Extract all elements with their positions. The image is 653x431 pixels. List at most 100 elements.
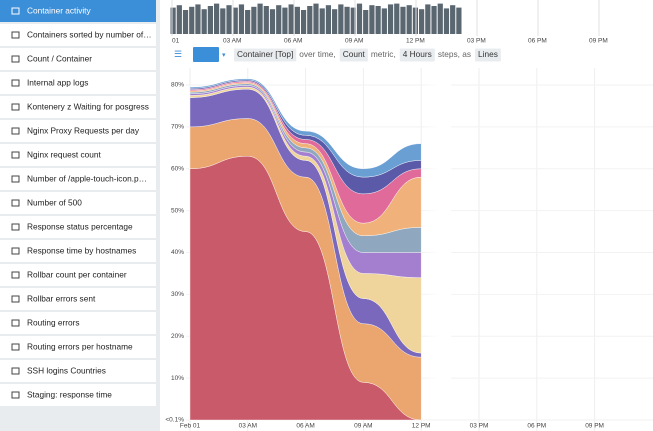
sidebar-item[interactable]: [0, 264, 156, 286]
query-text: metric,: [371, 49, 396, 59]
chip-bg: [339, 48, 368, 62]
item-icon: [11, 295, 20, 303]
activity-bar: [400, 6, 406, 35]
activity-x-label: 06 PM: [528, 38, 547, 45]
sidebar-item[interactable]: [0, 216, 156, 238]
sidebar-item[interactable]: [0, 96, 156, 118]
item-label: Nginx Proxy Requests per day: [27, 126, 140, 136]
activity-bar: [263, 6, 269, 34]
activity-bar: [350, 7, 356, 34]
item-icon: [11, 247, 20, 255]
query-chip[interactable]: 4 Hours: [403, 49, 432, 59]
item-label: Containers sorted by number of…: [27, 30, 152, 40]
x-tick-label: 03 PM: [470, 423, 489, 430]
activity-bar: [325, 5, 332, 34]
x-tick-label: 03 AM: [239, 423, 257, 430]
query-chip[interactable]: Container [Top]: [237, 49, 293, 59]
query-chip[interactable]: Count: [343, 49, 366, 59]
activity-bar: [319, 8, 325, 34]
sidebar-item[interactable]: [0, 336, 156, 358]
activity-bar: [375, 6, 381, 34]
item-label: Response time by hostnames: [27, 246, 136, 256]
sidebar-item[interactable]: [0, 0, 156, 22]
y-tick-label: 40%: [171, 249, 184, 256]
activity-bar: [412, 7, 419, 34]
chip-bg: [399, 48, 435, 62]
item-icon: [11, 175, 20, 183]
y-tick-label: 70%: [171, 124, 184, 131]
activity-x-label: 09 AM: [345, 38, 363, 45]
sidebar-item[interactable]: [0, 312, 156, 334]
activity-x-label: 03 PM: [467, 38, 486, 45]
activity-bar: [276, 5, 282, 34]
sidebar-item[interactable]: [0, 120, 156, 142]
item-label: SSH logins Countries: [27, 366, 106, 376]
activity-bar: [406, 5, 412, 34]
query-text: steps, as: [438, 49, 471, 59]
list-button[interactable]: [172, 48, 185, 60]
sidebar-item[interactable]: [0, 240, 156, 262]
y-tick-label: 10%: [171, 375, 184, 382]
sidebar-item[interactable]: [0, 288, 156, 310]
y-tick-label: 50%: [171, 207, 184, 214]
item-label: Routing errors: [27, 318, 80, 328]
activity-x-label: 09 PM: [589, 38, 608, 45]
activity-bar: [213, 3, 220, 34]
activity-bar: [425, 4, 431, 35]
caret: ▾: [222, 52, 226, 59]
activity-bar: [344, 6, 350, 35]
activity-x-label: 12 PM: [406, 38, 425, 45]
item-icon: [11, 367, 20, 375]
activity-bar: [450, 5, 456, 34]
sidebar-item[interactable]: [0, 72, 156, 94]
sidebar-item[interactable]: [0, 24, 156, 46]
x-tick-label: 09 AM: [354, 423, 372, 430]
activity-bar: [288, 4, 294, 35]
sidebar-item[interactable]: [0, 360, 156, 382]
activity-bar: [381, 8, 387, 34]
y-tick-label: <0.1%: [165, 417, 184, 424]
y-tick-label: 30%: [171, 291, 184, 298]
activity-bar: [251, 6, 257, 35]
activity-bar: [294, 6, 300, 35]
activity-x-label: 01: [172, 38, 180, 45]
sidebar-item[interactable]: [0, 48, 156, 70]
activity-bar: [419, 9, 425, 34]
chip-bg: [234, 48, 297, 62]
activity-bar: [226, 5, 232, 34]
chart-type-button[interactable]: [193, 47, 219, 62]
sidebar-item[interactable]: [0, 144, 156, 166]
y-tick-label: 80%: [171, 82, 184, 89]
activity-bar: [332, 9, 338, 34]
sidebar-item[interactable]: [0, 384, 156, 406]
item-icon: [11, 223, 20, 231]
sidebar-item[interactable]: [0, 192, 156, 214]
activity-bar: [387, 4, 394, 35]
item-label: Count / Container: [27, 54, 92, 64]
item-label: Routing errors per hostname: [27, 342, 133, 352]
y-tick-label: 60%: [171, 165, 184, 172]
item-icon: [11, 79, 20, 87]
item-label: Rollbar errors sent: [27, 294, 96, 304]
sidebar-bg: [0, 0, 160, 431]
activity-bar: [443, 8, 450, 34]
item-icon: [11, 7, 20, 15]
item-label: Response status percentage: [27, 222, 133, 232]
activity-bar: [207, 6, 213, 34]
query-chip[interactable]: Lines: [478, 49, 498, 59]
item-icon: [11, 31, 20, 39]
activity-bar: [201, 9, 207, 34]
x-tick-label: 06 AM: [296, 423, 314, 430]
item-label: Internal app logs: [27, 78, 88, 88]
item-label: Number of 500: [27, 198, 82, 208]
sidebar-item[interactable]: [0, 168, 156, 190]
activity-bar: [369, 5, 375, 34]
item-icon: [11, 319, 20, 327]
activity-bar: [182, 10, 189, 34]
item-icon: [11, 199, 20, 207]
chip-bg: [475, 48, 501, 62]
item-label: Kontenery z Waiting for posgress: [27, 102, 149, 112]
activity-bar: [431, 6, 437, 34]
item-label: Container activity: [27, 6, 91, 16]
activity-bar: [232, 7, 238, 34]
